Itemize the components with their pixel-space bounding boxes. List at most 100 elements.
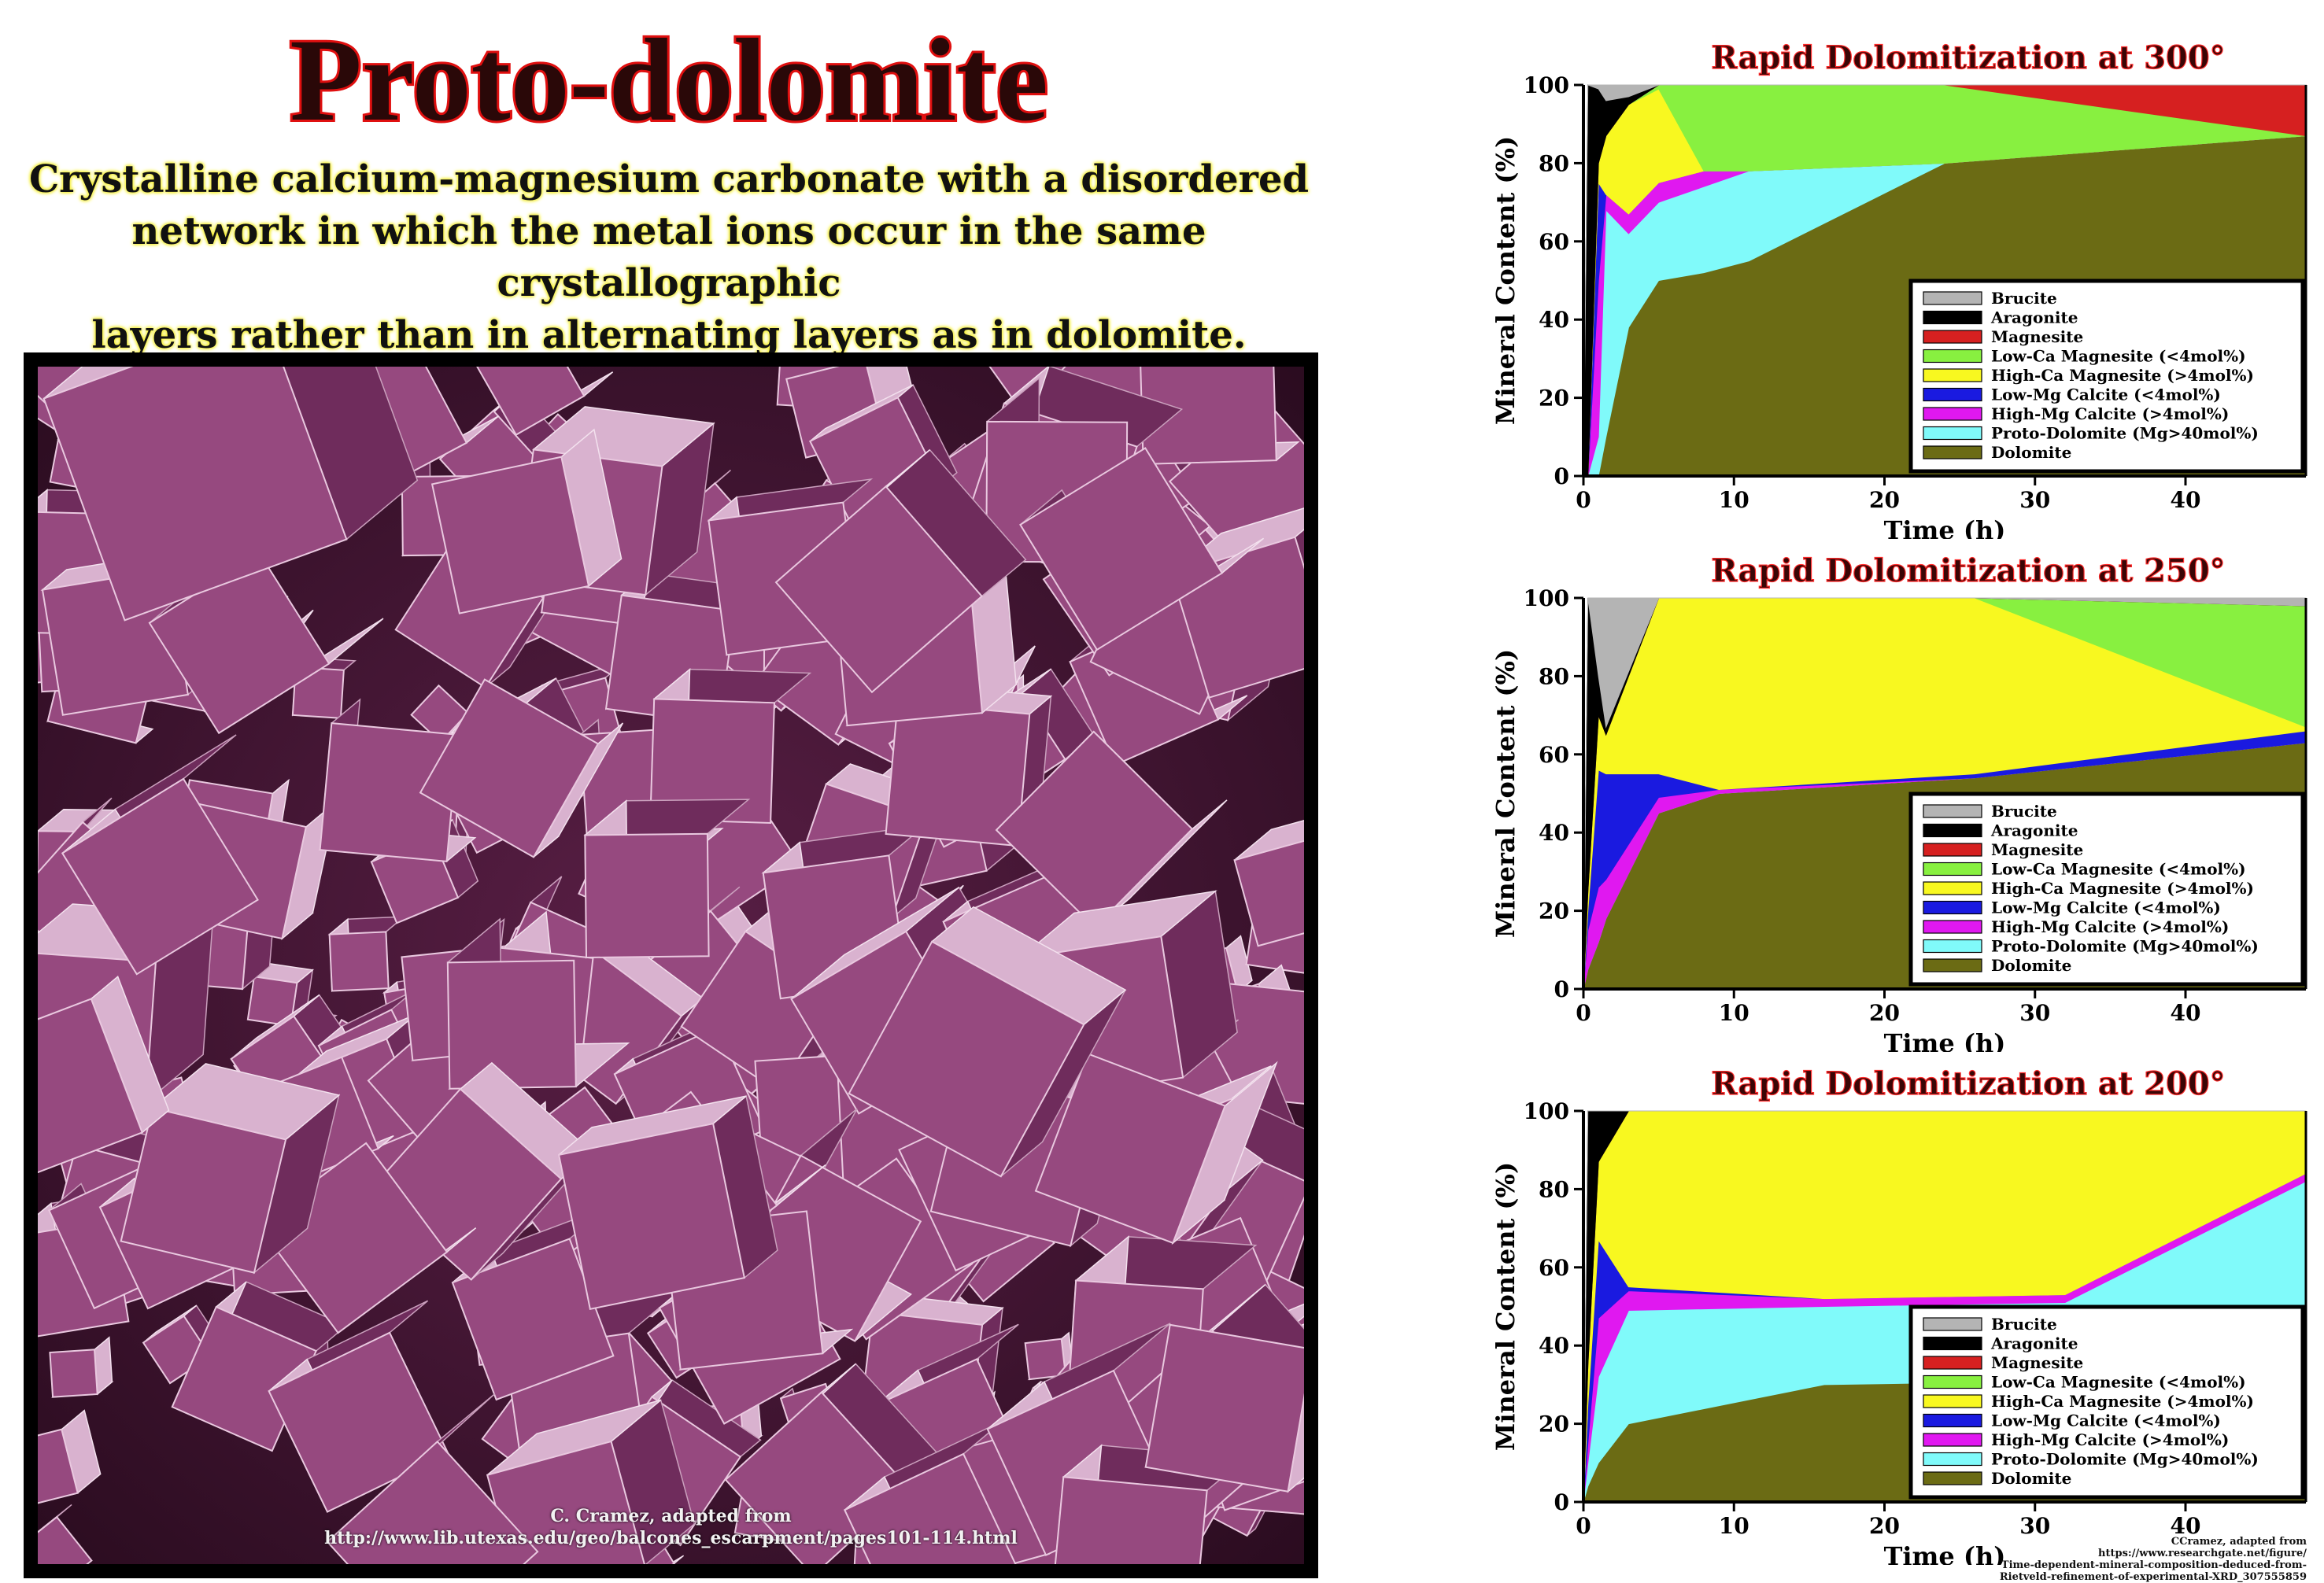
photo-crystal	[1034, 1053, 1278, 1245]
y-tick-label: 20	[1539, 899, 1569, 924]
sem-photo-frame: C. Cramez, adapted from http://www.lib.u…	[24, 352, 1318, 1578]
x-tick-label: 20	[1869, 1000, 1900, 1026]
legend-label: Low-Ca Magnesite (<4mol%)	[1991, 347, 2246, 366]
legend-label: Dolomite	[1991, 956, 2071, 975]
legend-label: Magnesite	[1991, 840, 2083, 859]
legend-swatch	[1923, 426, 1982, 441]
photo-crystal	[148, 552, 384, 735]
x-tick-label: 30	[2019, 1000, 2050, 1026]
y-tick-label: 60	[1539, 229, 1569, 255]
photo-crystal	[318, 698, 477, 862]
y-tick-label: 80	[1539, 150, 1569, 176]
chart-title: Rapid Dolomitization at 300°	[1711, 39, 2225, 76]
legend-label: High-Ca Magnesite (>4mol%)	[1991, 366, 2254, 385]
legend-swatch	[1923, 862, 1982, 876]
legend-swatch	[1923, 823, 1982, 838]
legend-label: Brucite	[1991, 802, 2057, 821]
x-tick-label: 40	[2171, 1000, 2201, 1026]
legend-label: Low-Mg Calcite (<4mol%)	[1991, 1411, 2221, 1430]
sem-photo-crystals	[38, 367, 1304, 1564]
photo-crystal	[38, 1504, 93, 1564]
legend-label: Low-Ca Magnesite (<4mol%)	[1991, 1373, 2246, 1392]
photo-crystal	[61, 734, 259, 976]
figure-credit-line: CCramez, adapted from https://www.resear…	[2098, 1536, 2307, 1559]
x-tick-label: 0	[1576, 1513, 1591, 1539]
x-tick-label: 40	[2171, 1513, 2201, 1539]
x-axis-label: Time (h)	[1884, 1541, 2006, 1565]
x-axis-label: Time (h)	[1884, 515, 2006, 539]
legend-swatch	[1923, 387, 1982, 402]
subtitle-line: network in which the metal ions occur in…	[131, 209, 1206, 305]
y-tick-label: 20	[1539, 1411, 1569, 1437]
legend-swatch	[1923, 1375, 1982, 1389]
legend-swatch	[1923, 1452, 1982, 1467]
photo-crystal	[848, 906, 1127, 1178]
photo-crystal	[583, 799, 751, 959]
photo-crystal	[120, 1063, 341, 1275]
x-tick-label: 30	[2019, 487, 2050, 513]
legend-swatch	[1923, 368, 1982, 382]
legend-label: Magnesite	[1991, 1353, 2083, 1372]
chart-title: Rapid Dolomitization at 250°	[1711, 552, 2225, 589]
legend-swatch	[1923, 291, 1982, 305]
photo-crystal	[430, 428, 623, 614]
photo-crystal	[326, 1393, 539, 1564]
y-tick-label: 0	[1554, 1489, 1569, 1515]
photo-crystal	[49, 1336, 114, 1398]
chart-250: Rapid Dolomitization at 250° 0 20 40 60 80 100…	[1393, 548, 2322, 1052]
legend-label: Brucite	[1991, 1315, 2057, 1334]
legend-swatch	[1923, 349, 1982, 363]
legend-label: Dolomite	[1991, 443, 2071, 462]
chart-300-svg: Rapid Dolomitization at 300°020406080100…	[1491, 39, 2307, 539]
legend-label: Magnesite	[1991, 327, 2083, 346]
legend-swatch	[1923, 407, 1982, 421]
legend-swatch	[1923, 804, 1982, 818]
photo-credit-line: C. Cramez, adapted from	[550, 1506, 792, 1526]
y-axis-label: Mineral Content (%)	[1491, 136, 1520, 425]
legend-label: Proto-Dolomite (Mg>40mol%)	[1991, 1450, 2259, 1469]
subtitle-line: layers rather than in alternating layers…	[91, 313, 1247, 357]
photo-crystal	[1019, 447, 1265, 651]
photo-crystal	[476, 367, 614, 436]
y-tick-label: 80	[1539, 663, 1569, 689]
x-tick-label: 10	[1719, 1000, 1749, 1026]
x-tick-label: 30	[2019, 1513, 2050, 1539]
y-tick-label: 0	[1554, 463, 1569, 489]
y-axis-label: Mineral Content (%)	[1491, 1162, 1520, 1451]
y-tick-label: 100	[1524, 1098, 1569, 1124]
photo-crystal	[557, 1094, 778, 1311]
x-tick-label: 0	[1576, 487, 1591, 513]
photo-crystal	[38, 976, 170, 1174]
photo-crystal	[38, 1409, 102, 1504]
subtitle-line: Crystalline calcium-magnesium carbonate …	[28, 157, 1310, 201]
legend-label: Brucite	[1991, 289, 2057, 308]
legend-label: Aragonite	[1990, 821, 2078, 840]
y-tick-label: 40	[1539, 820, 1569, 846]
x-axis-label: Time (h)	[1884, 1028, 2006, 1052]
legend-swatch	[1923, 445, 1982, 459]
x-tick-label: 20	[1869, 487, 1900, 513]
legend-label: High-Ca Magnesite (>4mol%)	[1991, 1392, 2254, 1411]
legend-label: High-Mg Calcite (>4mol%)	[1991, 404, 2229, 423]
page-subtitle: Crystalline calcium-magnesium carbonate …	[0, 153, 1338, 361]
legend-swatch	[1923, 1317, 1982, 1331]
legend-swatch	[1923, 843, 1982, 857]
photo-crystal	[1144, 1323, 1304, 1493]
y-tick-label: 0	[1554, 976, 1569, 1002]
legend-label: High-Mg Calcite (>4mol%)	[1991, 917, 2229, 936]
area-brucite	[1583, 1110, 2306, 1503]
photo-crystal-group	[38, 367, 1304, 1564]
photo-crystal	[486, 1399, 696, 1564]
legend-label: Low-Mg Calcite (<4mol%)	[1991, 386, 2221, 404]
photo-crystal	[1054, 1444, 1247, 1564]
legend-label: High-Ca Magnesite (>4mol%)	[1991, 879, 2254, 898]
photo-crystal	[246, 962, 314, 1028]
legend-label: Aragonite	[1990, 1334, 2078, 1353]
legend-label: Dolomite	[1991, 1469, 2071, 1488]
y-axis-label: Mineral Content (%)	[1491, 649, 1520, 938]
legend-label: High-Mg Calcite (>4mol%)	[1991, 1430, 2229, 1449]
legend-label: Aragonite	[1990, 308, 2078, 327]
chart-250-svg: Rapid Dolomitization at 250°020406080100…	[1491, 552, 2307, 1052]
